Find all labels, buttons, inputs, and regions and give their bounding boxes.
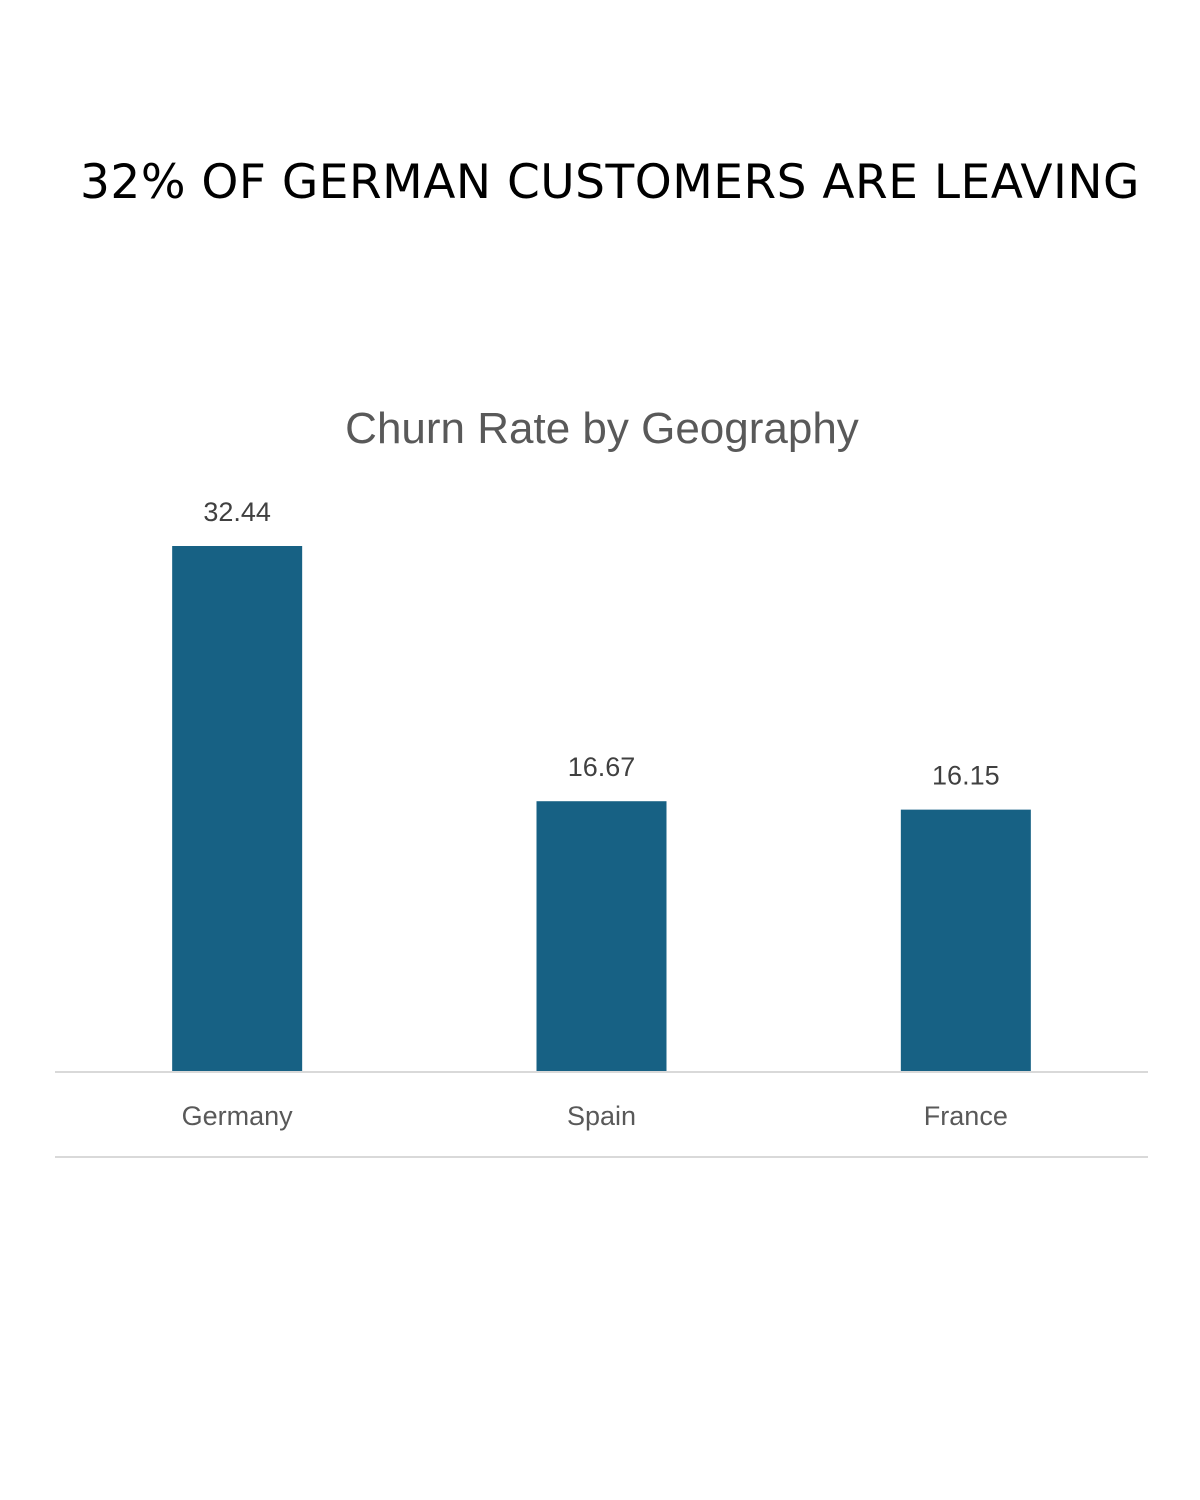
- tick-label-germany: Germany: [182, 1101, 294, 1131]
- data-label-france: 16.15: [932, 761, 1000, 791]
- bars-group: 32.44 Germany 16.67 Spain 16.15 France: [172, 497, 1031, 1131]
- bar-france: [900, 809, 1031, 1071]
- tick-label-france: France: [924, 1101, 1008, 1131]
- bar-spain: [536, 801, 667, 1071]
- data-label-germany: 32.44: [203, 497, 271, 527]
- chart-title: Churn Rate by Geography: [345, 404, 859, 453]
- data-label-spain: 16.67: [568, 752, 636, 782]
- headline: 32% OF GERMAN CUSTOMERS ARE LEAVING: [80, 155, 1140, 210]
- tick-label-spain: Spain: [567, 1101, 636, 1131]
- bar-germany: [172, 546, 303, 1071]
